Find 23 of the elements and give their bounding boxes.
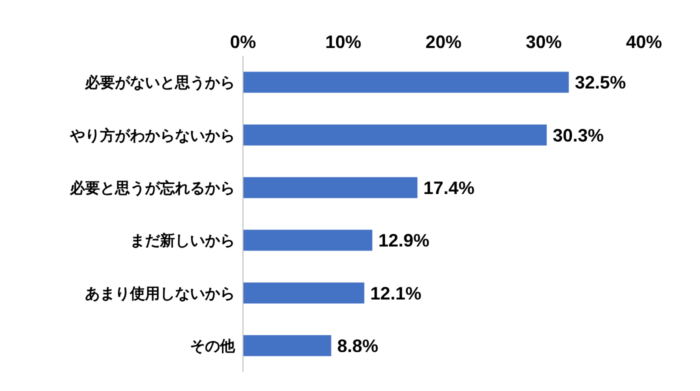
x-tick-label: 30% <box>526 32 562 52</box>
x-tick-label: 40% <box>626 32 662 52</box>
y-tick-label: まだ新しいから <box>130 232 235 250</box>
data-label: 12.9% <box>378 230 430 251</box>
y-tick-label: あまり使用しないから <box>85 285 235 302</box>
data-label: 8.8% <box>337 336 378 356</box>
data-label: 32.5% <box>574 72 626 93</box>
bar <box>243 124 547 146</box>
bar <box>243 282 364 304</box>
bar <box>243 72 569 93</box>
bar <box>243 335 332 356</box>
x-tick-label: 20% <box>425 32 462 52</box>
y-tick-label: 必要と思うが忘れるから <box>69 178 235 197</box>
x-tick-label: 0% <box>230 32 256 52</box>
data-label: 30.3% <box>552 125 604 146</box>
bar <box>243 177 418 198</box>
y-tick-label: その他 <box>190 338 236 355</box>
y-tick-label: 必要がないと思うから <box>84 74 235 92</box>
y-tick-label: やり方がわからないから <box>69 126 235 144</box>
data-label: 12.1% <box>370 283 422 304</box>
bar <box>243 230 372 251</box>
x-tick-label: 10% <box>325 32 362 52</box>
data-label: 17.4% <box>423 178 474 198</box>
